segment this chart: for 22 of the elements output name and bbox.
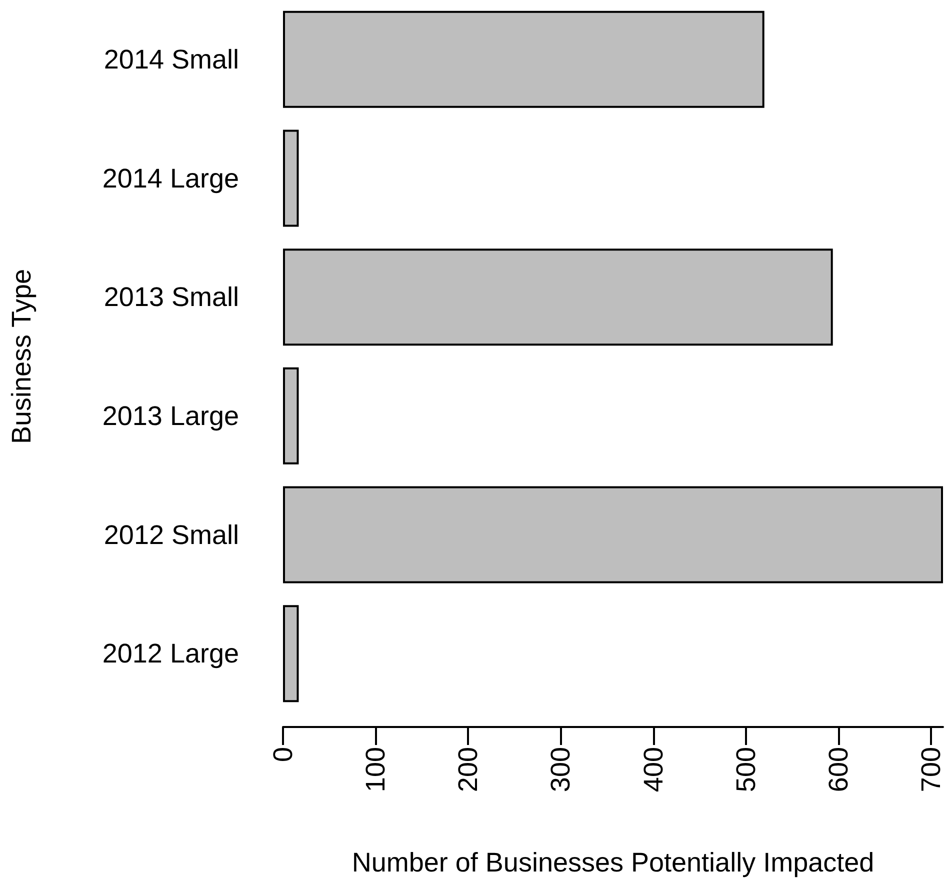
y-tick-label: 2014 Small: [104, 44, 239, 74]
x-tick-label: 100: [360, 747, 391, 792]
y-tick-label: 2014 Large: [102, 163, 239, 194]
bar: [283, 248, 833, 346]
y-tick-label: 2013 Small: [104, 282, 239, 312]
y-tick-label: 2012 Large: [102, 638, 239, 669]
y-axis-title: Business Type: [6, 268, 36, 444]
x-tick-label: 700: [916, 747, 946, 792]
bar: [283, 605, 299, 702]
x-tick-label: 600: [823, 747, 854, 792]
x-tick-label: 300: [546, 747, 576, 792]
y-tick-label: 2013 Large: [102, 400, 239, 431]
x-tick-label: 500: [730, 747, 761, 792]
y-tick-label: 2012 Small: [104, 520, 239, 550]
x-tick-label: 400: [638, 747, 668, 792]
bar: [283, 10, 764, 108]
bar: [283, 486, 943, 584]
x-axis-title: Number of Businesses Potentially Impacted: [352, 848, 874, 878]
x-tick-label: 0: [268, 747, 298, 762]
bar: [283, 367, 299, 464]
x-tick-label: 200: [453, 747, 484, 792]
bar: [283, 130, 299, 227]
